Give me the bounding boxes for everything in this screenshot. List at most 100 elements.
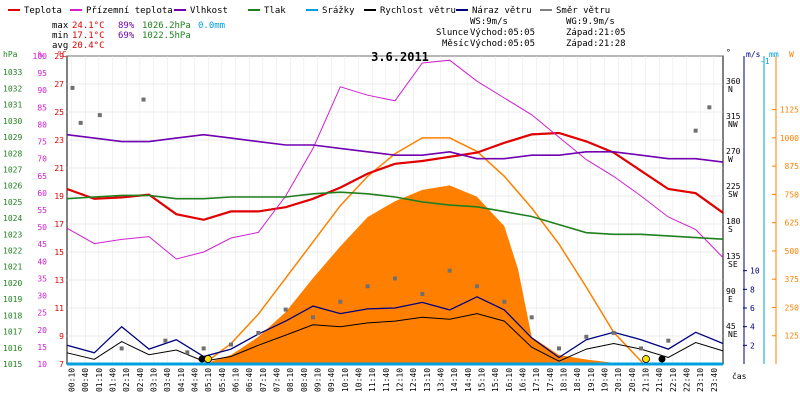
y-tick-solar: 625: [785, 219, 800, 228]
y-tick-winddir-label: S: [728, 225, 733, 234]
y-tick-winddir-label: SE: [728, 260, 738, 269]
y-tick-pressure: 1025: [3, 198, 22, 207]
stat-avg-temp: 20.4°C: [72, 41, 105, 51]
stats-block: max 24.1°C 89% 1026.2hPa 0.0mm min 17.1°…: [52, 17, 626, 51]
winddir-point: [229, 342, 233, 347]
stat-max-hum: 89%: [118, 21, 135, 31]
x-tick-label: 01:40: [109, 368, 118, 392]
legend-label: Přízemní teplota: [86, 6, 173, 16]
y-tick-humidity: 35: [37, 274, 47, 283]
stat-max-temp: 24.1°C: [72, 21, 105, 31]
legend-label: Teplota: [24, 6, 62, 16]
y-tick-pressure: 1028: [3, 149, 22, 158]
stat-sun-label: Slunce: [436, 28, 469, 38]
y-tick-winddir: 90: [726, 287, 736, 296]
series-layer: [66, 59, 724, 362]
stat-min-label: min: [52, 31, 68, 41]
winddir-point: [338, 299, 343, 304]
x-tick-label: 21:10: [642, 368, 651, 392]
y-tick-humidity: 25: [37, 309, 47, 318]
stat-moon-rise: Východ:05:05: [470, 39, 535, 49]
stat-ws: WS:9m/s: [470, 17, 508, 27]
y-tick-pressure: 1029: [3, 133, 22, 142]
x-tick-label: 05:10: [204, 368, 213, 392]
moon-set-icon: [658, 355, 666, 363]
y-tick-solar: 875: [785, 162, 800, 171]
x-tick-label: 10:10: [341, 368, 350, 392]
x-tick-label: 09:40: [327, 368, 336, 392]
winddir-point: [97, 113, 102, 118]
winddir-point: [70, 85, 75, 90]
winddir-point: [201, 346, 206, 351]
y-tick-humidity: 60: [37, 189, 47, 198]
y-tick-humidity: 50: [37, 223, 47, 232]
y-tick-wind: 10: [750, 267, 760, 276]
y-tick-pressure: 1030: [3, 117, 22, 126]
x-tick-label: 03:40: [163, 368, 172, 392]
y-tick-temp: 15: [54, 248, 64, 257]
x-tick-label: 22:10: [669, 368, 678, 392]
y-tick-pressure: 1021: [3, 263, 22, 272]
stat-min-hum: 69%: [118, 31, 135, 41]
x-tick-label: 13:10: [423, 368, 432, 392]
y-tick-temp: 9: [59, 332, 64, 341]
winddir-point: [707, 105, 712, 110]
x-tick-label: 15:40: [491, 368, 500, 392]
x-tick-label: 16:10: [505, 368, 514, 392]
y-tick-temp: 11: [54, 304, 64, 313]
y-tick-rain: -1: [760, 57, 770, 66]
stat-rain: 0.0mm: [198, 21, 225, 31]
y-tick-winddir: 315: [726, 112, 741, 121]
x-tick-label: 02:10: [122, 368, 131, 392]
x-tick-label: 17:10: [532, 368, 541, 392]
legend-label: Směr větru: [556, 6, 610, 16]
y-tick-solar: 1125: [780, 106, 799, 115]
y-tick-humidity: 15: [37, 343, 47, 352]
x-tick-label: 00:10: [68, 368, 77, 392]
legend: Teplota Přízemní teplota Vlhkost Tlak Srážky…: [8, 6, 610, 16]
y-tick-pressure: 1033: [3, 68, 22, 77]
y-tick-temp: 19: [54, 192, 64, 201]
x-tick-label: 17:40: [546, 368, 555, 392]
y-tick-pressure: 1016: [3, 344, 22, 353]
axis-unit-ms: m/s: [746, 50, 761, 59]
x-tick-label: 22:40: [683, 368, 692, 392]
y-tick-winddir-label: E: [728, 295, 733, 304]
solar-layer: [203, 137, 645, 365]
sunrise-marker-group: [198, 355, 666, 363]
stat-sun-rise: Východ:05:05: [470, 28, 535, 38]
x-tick-label: 20:10: [614, 368, 623, 392]
x-tick-label: 21:40: [655, 368, 664, 392]
axes: hPa % °C ° m/s mm W čas 1015101610171018…: [3, 48, 799, 381]
y-tick-humidity: 80: [37, 120, 47, 129]
series-line: [66, 133, 724, 163]
winddir-point: [163, 338, 168, 343]
y-tick-pressure: 1027: [3, 165, 22, 174]
y-tick-pressure: 1026: [3, 182, 22, 191]
y-tick-solar: 375: [785, 275, 800, 284]
winddir-point: [666, 338, 671, 343]
x-tick-label: 14:40: [464, 368, 473, 392]
x-tick-label: 06:10: [232, 368, 241, 392]
y-tick-pressure: 1022: [3, 247, 22, 256]
y-tick-temp: 23: [54, 136, 64, 145]
legend-label: Rychlost větru: [380, 6, 456, 16]
axis-unit-cas: čas: [732, 371, 747, 381]
y-tick-pressure: 1015: [3, 360, 22, 369]
y-tick-winddir: 135: [726, 252, 741, 261]
winddir-point: [420, 292, 425, 296]
series-solar-max: [203, 137, 645, 365]
y-tick-temp: 13: [54, 276, 64, 285]
x-tick-label: 12:40: [409, 368, 418, 392]
y-tick-pressure: 1023: [3, 230, 22, 239]
stat-min-temp: 17.1°C: [72, 31, 105, 41]
x-tick-label: 02:40: [136, 368, 145, 392]
y-tick-pressure: 1024: [3, 214, 22, 223]
axis-unit-hpa: hPa: [3, 50, 18, 59]
winddir-point: [557, 346, 561, 351]
x-tick-label: 06:40: [245, 368, 254, 392]
winddir-point: [311, 315, 315, 320]
y-tick-wind: 6: [750, 304, 755, 313]
winddir-point: [639, 346, 643, 351]
y-tick-solar: 1000: [780, 134, 799, 143]
